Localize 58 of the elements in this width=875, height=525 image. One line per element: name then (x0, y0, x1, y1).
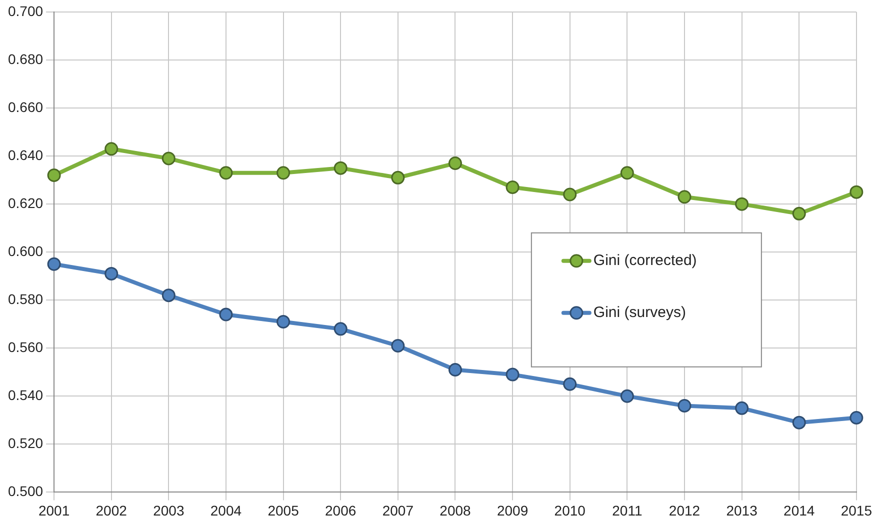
y-tick-label: 0.560 (8, 339, 44, 355)
point (850, 185, 864, 199)
point (219, 308, 233, 322)
point (219, 166, 233, 180)
point (735, 197, 749, 211)
point (792, 206, 806, 220)
point (506, 180, 520, 194)
x-tick-label: 2001 (38, 502, 70, 518)
point (334, 322, 348, 336)
point (735, 401, 749, 415)
point (334, 161, 348, 175)
x-tick-label: 2007 (382, 502, 414, 518)
point (448, 363, 462, 376)
y-tick-label: 0.600 (8, 242, 44, 259)
y-tick-label: 0.660 (8, 98, 44, 115)
x-tick-label: 2008 (440, 502, 472, 518)
point (391, 170, 405, 184)
y-tick-label: 0.640 (8, 146, 44, 163)
y-tick-label: 0.620 (8, 194, 44, 211)
y-tick-label: 0.580 (8, 290, 44, 307)
point (276, 166, 290, 180)
x-tick-label: 2002 (96, 502, 128, 518)
point (678, 399, 692, 413)
point (563, 377, 577, 391)
point (850, 411, 864, 425)
x-tick-label: 2012 (668, 502, 700, 518)
point (276, 314, 290, 328)
y-tick-label: 0.680 (8, 50, 44, 67)
legend-label: Gini (surveys) (593, 304, 686, 322)
point (162, 288, 176, 302)
point (162, 152, 176, 166)
x-tick-label: 2006 (325, 502, 356, 518)
point (792, 416, 806, 430)
y-tick-label: 0.700 (8, 2, 44, 19)
point (620, 389, 634, 403)
x-tick-label: 2004 (210, 502, 242, 518)
x-tick-label: 2014 (784, 502, 815, 518)
x-tick-label: 2011 (612, 502, 642, 518)
point (620, 166, 634, 180)
point (47, 257, 61, 271)
legend-label: Gini (corrected) (593, 252, 697, 270)
point (448, 156, 462, 170)
y-tick-label: 0.520 (8, 435, 44, 452)
x-tick-label: 2005 (268, 502, 300, 518)
point (563, 188, 577, 202)
y-tick-label: 0.500 (8, 483, 44, 500)
point (104, 266, 118, 280)
point (104, 142, 118, 156)
point (678, 190, 692, 204)
x-tick-label: 2010 (554, 502, 586, 518)
x-tick-label: 2003 (153, 502, 184, 518)
y-tick-label: 0.540 (8, 387, 44, 404)
x-tick-label: 2009 (496, 502, 528, 518)
point (391, 338, 405, 352)
x-tick-label: 2015 (840, 502, 872, 518)
point (506, 368, 520, 382)
x-tick-label: 2013 (726, 502, 758, 518)
point (47, 168, 61, 182)
